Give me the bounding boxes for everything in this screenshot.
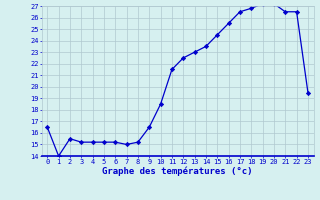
X-axis label: Graphe des températures (°c): Graphe des températures (°c) bbox=[102, 166, 253, 176]
